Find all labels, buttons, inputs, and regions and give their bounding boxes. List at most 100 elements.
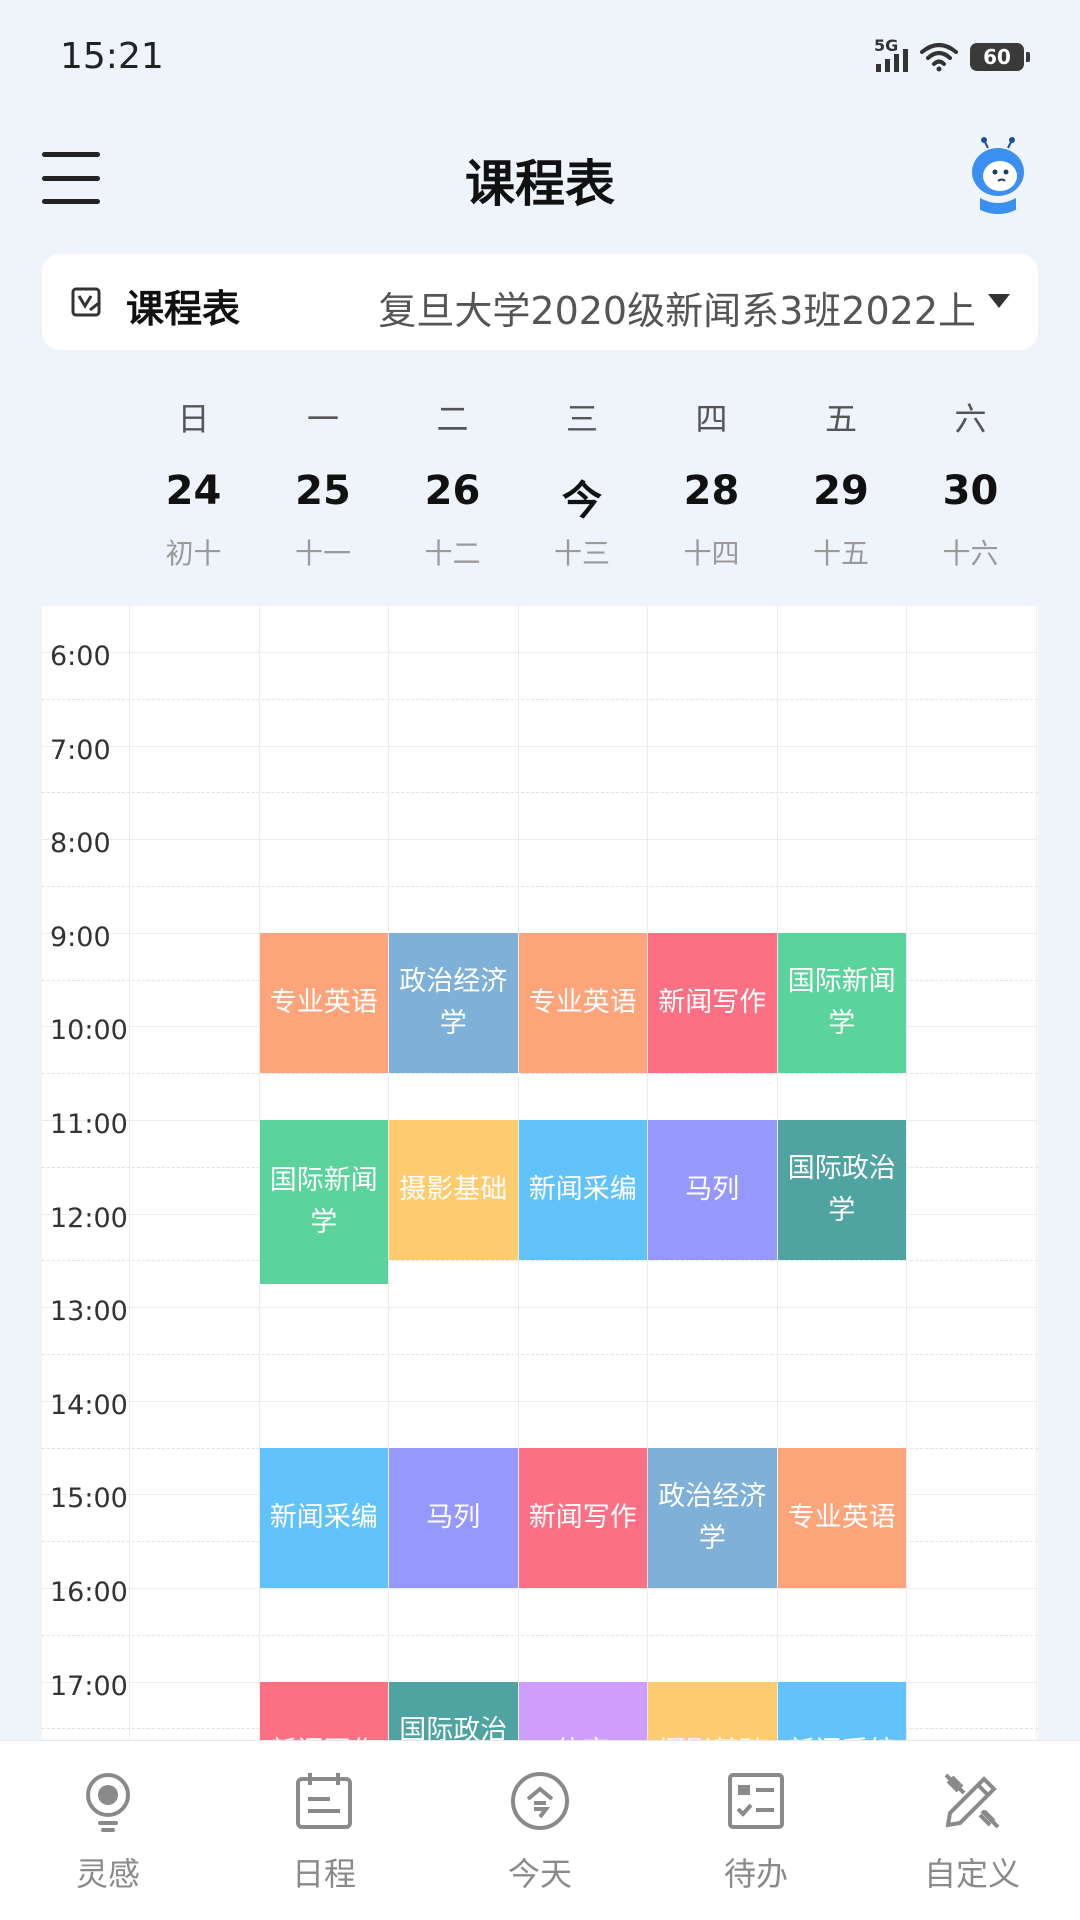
time-label: 17:00 [50,1670,128,1702]
course-block[interactable]: 政治经济学 [389,932,518,1074]
nav-today[interactable]: 今天 [432,1741,648,1920]
nav-label: 日程 [291,1855,356,1893]
grid-column-line [1035,606,1037,1740]
grid-line [42,1073,1038,1075]
lightbulb-icon [86,1773,130,1832]
timetable-grid: 6:00 7:00 8:00 9:00 10:00 11:00 12:00 13:00 14:0… [42,606,1038,1740]
day-weekday: 二 [436,400,469,438]
course-block[interactable]: 马列 [648,1120,777,1261]
menu-icon-bar [42,199,100,204]
grid-line [42,886,1038,887]
day-date: 今 [562,478,602,524]
course-block[interactable]: 国际政治学 [777,1120,906,1261]
grid-line [42,745,1038,747]
course-block[interactable]: 国际政治学 [389,1681,518,1740]
grid-line [42,698,1038,700]
day-weekday: 三 [565,400,598,438]
day-weekday: 四 [695,400,728,438]
course-block[interactable]: 马列 [389,1447,518,1588]
day-weekday: 一 [306,400,339,438]
day-lunar: 十六 [942,537,999,570]
course-block[interactable]: 体育 [518,1681,647,1740]
avatar[interactable] [958,134,1038,214]
course-block[interactable]: 新闻写作 [518,1447,647,1588]
grid-line [42,839,1038,841]
wifi-icon [920,43,958,72]
battery-icon: 60 [970,43,1030,71]
status-time: 15:21 [60,36,164,77]
course-block[interactable]: 摄影基础 [648,1681,777,1740]
menu-icon-bar [42,152,100,157]
nav-todo[interactable]: 待办 [648,1741,864,1920]
day-lunar: 十五 [812,537,869,570]
menu-icon-bar [42,175,100,181]
day-lunar: 初十 [165,537,222,570]
menu-button[interactable] [42,150,100,206]
day-date: 26 [424,468,481,514]
time-label: 13:00 [50,1296,128,1328]
page-title: 课程表 [465,155,615,213]
nav-schedule[interactable]: 日程 [216,1741,432,1920]
nav-label: 自定义 [923,1855,1020,1893]
selector-value[interactable]: 复旦大学2020级新闻系3班2022上 [378,289,976,333]
grid-line [42,1400,1038,1402]
day-date: 25 [295,468,351,514]
grid-column-line [776,606,778,1740]
time-label: 7:00 [50,734,111,766]
day-date: 30 [942,468,999,514]
course-block[interactable]: 新闻写作 [648,932,777,1074]
day-weekday: 日 [177,400,210,438]
time-label: 16:00 [50,1577,128,1608]
course-block[interactable]: 国际新闻学 [777,932,906,1074]
grid-line [42,1354,1038,1355]
cellular-signal-icon: 5G [874,36,908,72]
grid-line [42,1588,1038,1589]
course-block[interactable]: 专业英语 [518,932,647,1074]
todo-icon [728,1773,784,1829]
nav-inspiration[interactable]: 灵感 [0,1741,216,1920]
grid-column-line [258,606,260,1740]
course-block[interactable]: 新闻采编 [777,1681,906,1740]
time-label: 9:00 [50,921,111,953]
time-label: 6:00 [50,641,111,672]
status-bar: 15:21 5G 60 [0,0,1080,120]
day-lunar: 十三 [553,537,610,570]
customize-icon [944,1773,1000,1829]
time-label: 10:00 [50,1015,128,1047]
grid-column-line [129,606,130,1740]
chevron-down-icon[interactable] [988,294,1010,308]
selector-label: 课程表 [126,287,241,331]
grid-column-line [647,606,648,1740]
time-label: 8:00 [50,828,111,860]
nav-label: 灵感 [75,1855,140,1893]
today-icon [511,1772,569,1830]
time-label: 11:00 [50,1109,128,1140]
bottom-nav: 灵感 日程 今天 待办 [0,1740,1080,1920]
course-block[interactable]: 摄影基础 [389,1120,518,1261]
schedule-selector[interactable]: 课程表 复旦大学2020级新闻系3班2022上 [42,254,1038,350]
day-weekday: 五 [824,400,857,438]
time-label: 15:00 [50,1483,128,1515]
day-lunar: 十四 [683,537,740,570]
robot-avatar-icon [958,134,1038,214]
grid-column-line [517,606,519,1740]
course-block[interactable]: 专业英语 [777,1447,906,1588]
app-header: 课程表 [0,130,1080,226]
status-icons: 5G 60 [874,36,1030,72]
grid-column-line [906,606,907,1740]
grid-column-line [388,606,389,1740]
day-lunar: 十一 [294,537,351,570]
course-block[interactable]: 专业英语 [259,932,388,1074]
course-block[interactable]: 新闻采编 [518,1120,647,1261]
calendar-icon [296,1773,352,1829]
nav-label: 待办 [723,1855,788,1893]
course-block[interactable]: 国际新闻学 [259,1120,388,1284]
grid-line [42,1307,1038,1309]
day-weekday: 六 [954,400,987,438]
course-block[interactable]: 新闻采编 [259,1447,388,1588]
day-lunar: 十二 [424,537,481,570]
course-block[interactable]: 新闻写作 [259,1681,388,1740]
day-date: 29 [813,468,869,514]
course-block[interactable]: 政治经济学 [648,1447,777,1588]
nav-customize[interactable]: 自定义 [864,1741,1080,1920]
